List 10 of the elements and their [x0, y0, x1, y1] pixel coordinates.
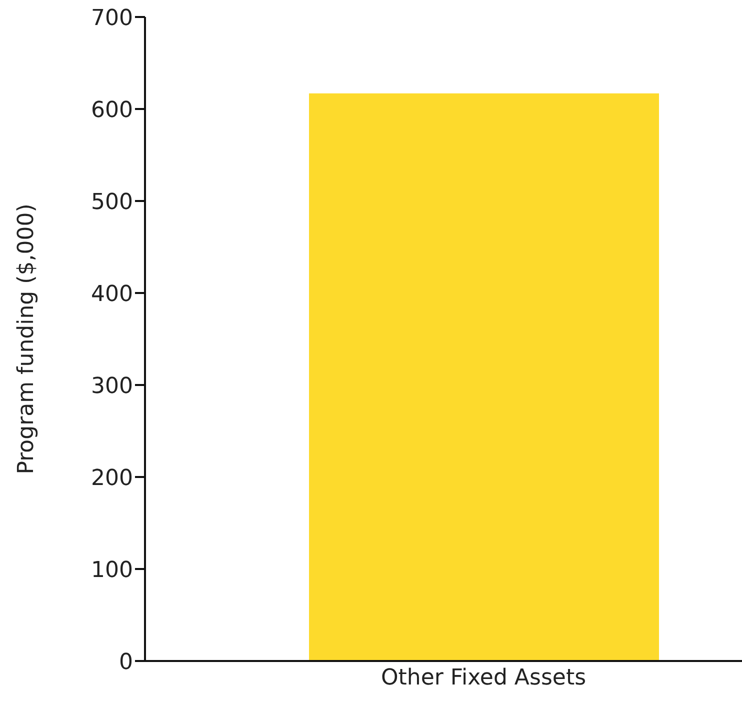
y-tick-label: 0: [119, 650, 133, 675]
y-tick-label: 300: [91, 374, 133, 399]
y-tick-label: 400: [91, 282, 133, 307]
y-tick-label: 500: [91, 190, 133, 215]
y-tick-label: 200: [91, 466, 133, 491]
y-tick-label: 100: [91, 558, 133, 583]
y-tick-label: 600: [91, 98, 133, 123]
y-axis-title: Program funding ($,000): [14, 204, 39, 474]
y-tick-label: 700: [91, 6, 133, 31]
x-tick-label: Other Fixed Assets: [380, 666, 586, 691]
